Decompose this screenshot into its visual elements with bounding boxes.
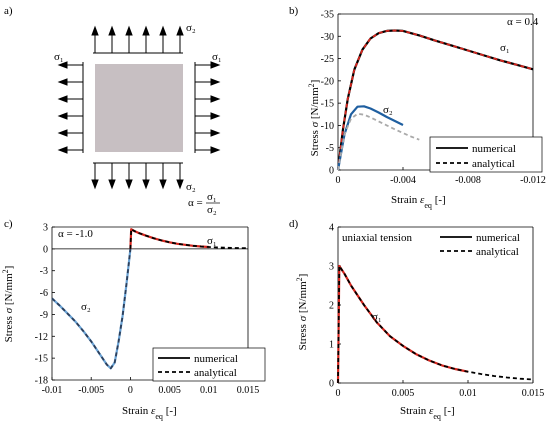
panel-b-xlabel: Strain εeq [-] xyxy=(391,194,446,210)
d-series-line-0 xyxy=(336,264,469,384)
c-series-line-1 xyxy=(51,248,132,370)
panel-c-legend-numerical: numerical xyxy=(194,353,238,365)
c-x-tick-label: 0 xyxy=(128,385,133,396)
d-y-tick-label: 3 xyxy=(329,262,334,273)
panel-c-series xyxy=(51,228,248,370)
panel-b: b) 0 -5 -10 -15 -20 -25 -30 -35 0 -0.004 -0.008 -0… xyxy=(289,5,546,210)
d-x-tick-label: 0.01 xyxy=(459,388,477,399)
panel-a: a) xyxy=(4,5,222,216)
loaded-plate xyxy=(95,64,183,152)
panel-d-legend-numerical: numerical xyxy=(476,232,520,244)
c-y-tick-label: -3 xyxy=(40,266,48,277)
b-x-tick-label: -0.004 xyxy=(390,175,416,186)
b-y-tick-label: -5 xyxy=(326,143,334,154)
right-arrows xyxy=(194,61,221,154)
c-y-tick-label: 0 xyxy=(43,244,48,255)
c-y-tick-label: -12 xyxy=(35,332,48,343)
panel-c-legend-analytical: analytical xyxy=(194,367,237,379)
panel-c-curve-label-sigma1: σ₁ xyxy=(207,235,217,247)
d-y-tick-label: 4 xyxy=(329,223,334,234)
alpha-numerator: σ₁ xyxy=(207,191,217,203)
c-y-tick-label: -9 xyxy=(40,310,48,321)
b-y-tick-label: -25 xyxy=(321,54,334,65)
panel-d-xlabel: Strain εeq [-] xyxy=(400,405,455,421)
d-x-tick-label: 0 xyxy=(336,388,341,399)
c-x-tick-label: 0.015 xyxy=(237,385,260,396)
panel-c-label: c) xyxy=(4,218,13,230)
panel-d-ylabel: Stress σ [N/mm2] xyxy=(295,274,310,351)
sigma2-top-label: σ₂ xyxy=(186,22,196,34)
c-y-tick-label: -15 xyxy=(35,354,48,365)
b-y-tick-label: -35 xyxy=(321,10,334,21)
b-series-line-2 xyxy=(336,105,404,171)
d-y-tick-label: 1 xyxy=(329,340,334,351)
d-y-tick-label: 0 xyxy=(329,379,334,390)
bottom-arrows xyxy=(91,162,184,190)
panel-c-annotation: α = -1.0 xyxy=(58,228,93,240)
panel-c-ylabel: Stress σ [N/mm2] xyxy=(1,266,16,343)
panel-d-series xyxy=(336,264,534,384)
b-series-line-1 xyxy=(337,29,534,171)
panel-b-annotation: α = 0.4 xyxy=(507,16,539,28)
panel-a-label: a) xyxy=(4,5,13,17)
b-x-tick-label: 0 xyxy=(336,175,341,186)
c-y-tick-label: -18 xyxy=(35,376,48,387)
c-x-tick-label: -0.01 xyxy=(42,385,63,396)
panel-b-label: b) xyxy=(289,5,299,17)
c-series-line-3 xyxy=(129,228,248,250)
panel-b-y-ticks: 0 -5 -10 -15 -20 -25 -30 -35 xyxy=(321,10,341,177)
b-y-tick-label: 0 xyxy=(329,166,334,177)
d-y-tick-label: 2 xyxy=(329,301,334,312)
b-y-tick-label: -30 xyxy=(321,32,334,43)
panel-d-legend-analytical: analytical xyxy=(476,246,519,258)
b-series-line-3 xyxy=(337,112,420,171)
sigma1-left-label: σ₁ xyxy=(54,51,64,63)
d-x-tick-label: 0.005 xyxy=(392,388,415,399)
panel-b-legend-numerical: numerical xyxy=(472,143,516,155)
top-arrows xyxy=(91,25,184,54)
alpha-text: α = xyxy=(188,197,203,209)
panel-d-curve-label-sigma1: σ₁ xyxy=(372,311,382,323)
c-y-tick-label: -6 xyxy=(40,288,48,299)
c-series-line-2 xyxy=(129,228,209,249)
c-x-tick-label: -0.005 xyxy=(78,385,104,396)
d-x-tick-label: 0.015 xyxy=(522,388,545,399)
panel-b-curve-label-sigma2: σ₂ xyxy=(383,104,393,116)
panel-c-curve-label-sigma2: σ₂ xyxy=(81,301,91,313)
c-x-tick-label: 0.005 xyxy=(158,385,181,396)
b-y-tick-label: -20 xyxy=(321,76,334,87)
d-series-line-1 xyxy=(337,265,534,384)
b-y-tick-label: -10 xyxy=(321,121,334,132)
sigma2-bottom-label: σ₂ xyxy=(186,181,196,193)
panel-c-legend xyxy=(152,347,266,382)
b-y-tick-label: -15 xyxy=(321,99,334,110)
panel-d-label: d) xyxy=(289,218,299,230)
b-x-tick-label: -0.008 xyxy=(455,175,481,186)
panel-c-y-ticks: 3 0 -3 -6 -9 -12 -15 -18 xyxy=(35,223,55,387)
panel-b-series xyxy=(336,29,534,171)
alpha-denominator: σ₂ xyxy=(207,204,217,216)
left-arrows xyxy=(57,61,84,154)
panel-c: c) 3 0 -3 -6 -9 -12 -15 -18 -0.01 -0.005 0 0.005 0.… xyxy=(1,218,266,421)
sigma1-right-label: σ₁ xyxy=(212,51,222,63)
panel-d: d) 0 1 2 3 4 0 0.005 0.01 0.015 uniaxial tensio… xyxy=(289,218,544,421)
panel-b-legend xyxy=(429,136,543,173)
panel-d-annotation: uniaxial tension xyxy=(342,232,412,244)
c-y-tick-label: 3 xyxy=(43,223,48,234)
panel-b-ylabel: Stress σ [N/mm2] xyxy=(307,80,322,157)
c-x-tick-label: 0.01 xyxy=(200,385,218,396)
b-x-tick-label: -0.012 xyxy=(520,175,546,186)
panel-b-legend-analytical: analytical xyxy=(472,158,515,170)
panel-c-xlabel: Strain εeq [-] xyxy=(122,405,177,421)
panel-b-curve-label-sigma1: σ₁ xyxy=(500,42,510,54)
